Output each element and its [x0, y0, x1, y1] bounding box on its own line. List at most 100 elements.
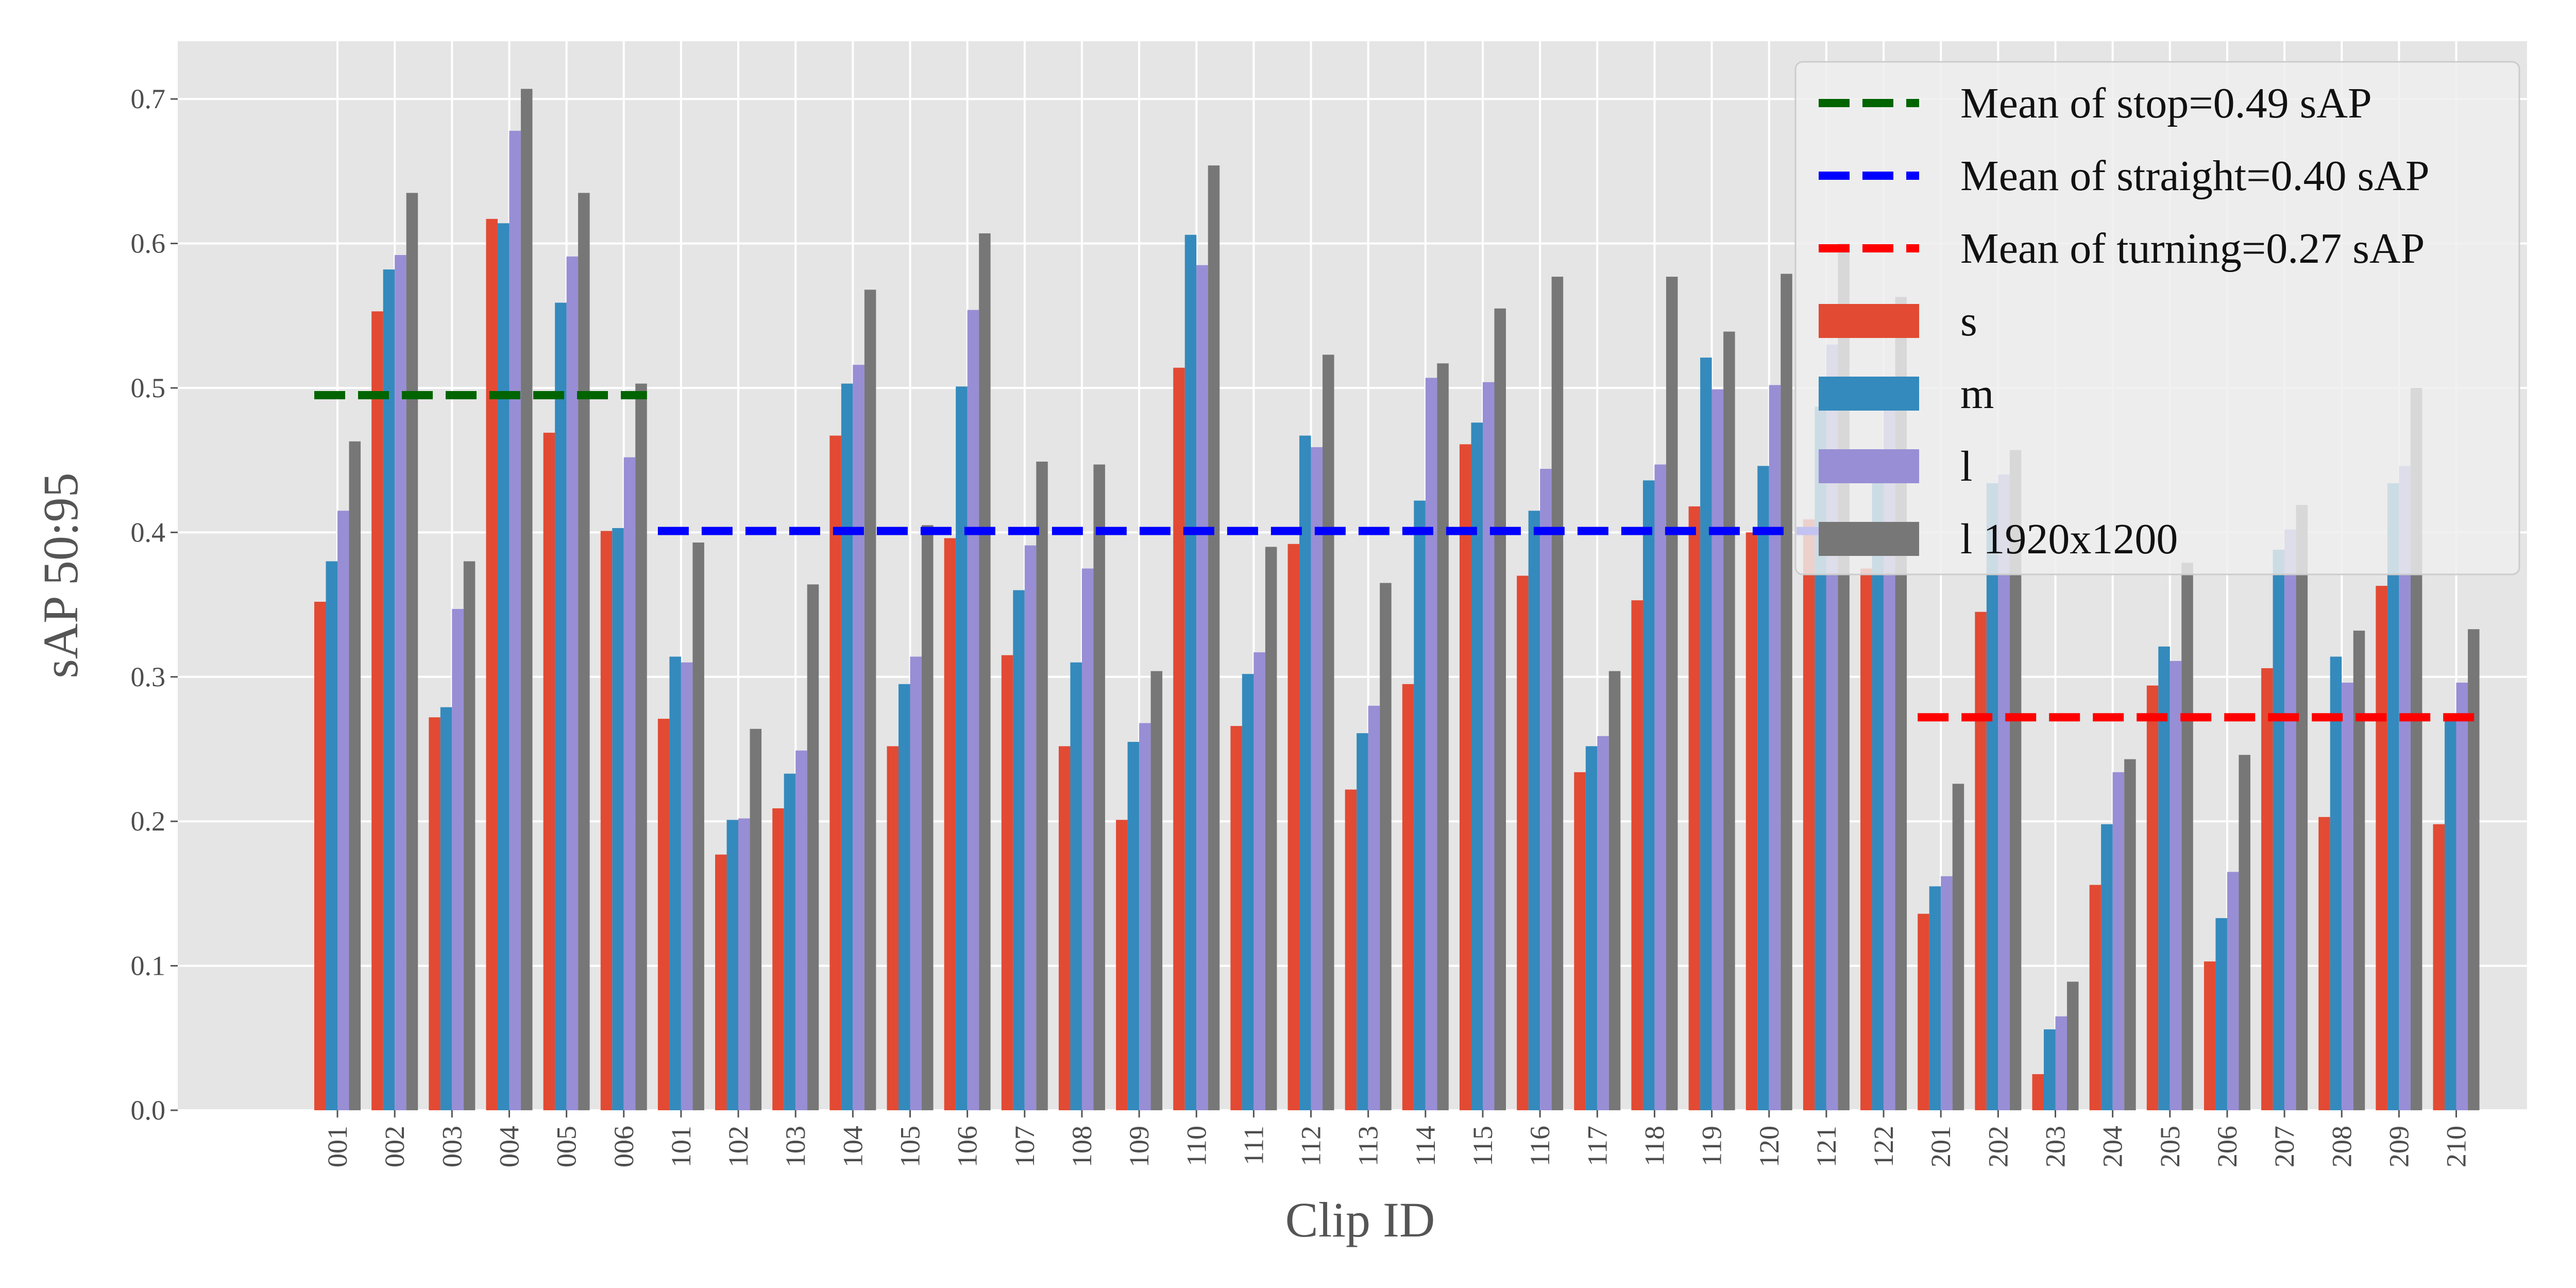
bar-s-111	[1230, 726, 1242, 1110]
legend-label: l 1920x1200	[1960, 515, 2178, 563]
bar-l-109	[1139, 723, 1151, 1110]
bar-s-114	[1402, 684, 1414, 1110]
bar-m-121	[1815, 406, 1826, 1110]
bar-l-1920x1200-105	[922, 525, 934, 1110]
bar-s-109	[1116, 820, 1128, 1110]
bar-l-1920x1200-201	[1952, 784, 1964, 1110]
bar-m-111	[1242, 674, 1254, 1110]
bar-l-204	[2112, 772, 2125, 1110]
bar-l-1920x1200-104	[864, 290, 876, 1110]
bar-l-210	[2456, 683, 2468, 1110]
bar-m-118	[1642, 480, 1655, 1111]
bar-l-1920x1200-115	[1494, 308, 1506, 1110]
y-tick-label: 0.7	[131, 83, 166, 114]
legend-label: s	[1960, 297, 1977, 345]
bar-l-105	[910, 656, 922, 1110]
bar-l-114	[1425, 378, 1437, 1110]
bar-s-115	[1460, 444, 1471, 1110]
bar-l-205	[2170, 660, 2182, 1110]
bar-l-107	[1024, 545, 1037, 1110]
bar-l-201	[1941, 876, 1953, 1110]
bar-s-203	[2032, 1074, 2044, 1110]
bar-m-006	[612, 528, 624, 1110]
bar-m-104	[841, 383, 853, 1110]
bar-s-121	[1803, 519, 1815, 1111]
bar-m-102	[726, 820, 739, 1110]
x-tick-labels: 001 002 003 004 005 006 101 102 103 104 105 106 107 1…	[322, 1110, 2472, 1167]
bar-s-002	[371, 311, 383, 1110]
x-tick-label: 003	[436, 1126, 467, 1167]
bar-m-210	[2445, 720, 2456, 1110]
x-tick-label: 006	[608, 1126, 639, 1167]
bar-m-120	[1757, 466, 1769, 1111]
bar-s-210	[2433, 824, 2445, 1110]
bar-s-006	[600, 531, 613, 1110]
bar-m-003	[440, 707, 452, 1110]
bar-l-1920x1200-106	[979, 233, 991, 1110]
bar-l-206	[2227, 872, 2239, 1110]
bar-l-202	[1998, 474, 2010, 1110]
bar-l-003	[452, 608, 464, 1110]
bar-m-110	[1184, 234, 1197, 1110]
bar-m-002	[383, 269, 395, 1110]
bar-l-1920x1200-108	[1093, 464, 1105, 1110]
legend-label: Mean of straight=0.40 sAP	[1960, 152, 2430, 200]
x-tick-label: 208	[2326, 1126, 2357, 1167]
bar-s-202	[1975, 612, 1987, 1110]
bar-m-115	[1471, 422, 1483, 1110]
bar-l-104	[853, 365, 865, 1110]
bar-s-209	[2376, 586, 2387, 1110]
bar-s-117	[1574, 772, 1586, 1110]
bar-s-122	[1860, 568, 1872, 1110]
bar-s-106	[944, 538, 956, 1110]
bar-l-207	[2284, 529, 2296, 1110]
y-tick-label: 0.1	[131, 951, 166, 981]
bar-l-1920x1200-210	[2468, 629, 2480, 1110]
bar-l-1920x1200-202	[2009, 450, 2022, 1110]
x-tick-label: 108	[1066, 1126, 1097, 1167]
bar-l-1920x1200-103	[807, 584, 819, 1110]
bar-l-203	[2055, 1016, 2067, 1110]
bar-l-1920x1200-110	[1208, 165, 1220, 1110]
x-tick-label: 118	[1639, 1126, 1670, 1166]
bar-l-110	[1196, 265, 1208, 1110]
y-tick-label: 0.0	[131, 1095, 166, 1126]
legend-swatch	[1819, 304, 1919, 338]
bar-m-106	[956, 386, 968, 1110]
bar-l-1920x1200-102	[750, 728, 762, 1110]
bar-m-206	[2215, 918, 2227, 1110]
x-tick-label: 105	[895, 1126, 926, 1167]
x-tick-label: 204	[2097, 1126, 2128, 1167]
bar-s-206	[2204, 961, 2216, 1110]
bar-l-1920x1200-113	[1380, 583, 1392, 1110]
bar-m-119	[1700, 358, 1712, 1110]
x-tick-label: 115	[1467, 1126, 1498, 1166]
x-tick-label: 109	[1124, 1126, 1155, 1167]
bar-m-208	[2330, 656, 2342, 1110]
x-tick-label: 004	[494, 1126, 524, 1167]
bar-m-107	[1013, 590, 1025, 1110]
y-tick-label: 0.3	[131, 662, 166, 692]
bar-m-114	[1414, 500, 1426, 1110]
bar-m-004	[497, 223, 510, 1111]
legend-label: m	[1960, 370, 1994, 418]
x-tick-label: 104	[837, 1126, 868, 1167]
bar-l-1920x1200-001	[349, 441, 361, 1111]
legend-swatch	[1819, 377, 1919, 411]
y-tick-label: 0.5	[131, 372, 166, 403]
x-tick-label: 113	[1353, 1126, 1384, 1166]
x-tick-label: 203	[2040, 1126, 2071, 1167]
bar-s-112	[1287, 544, 1300, 1110]
bar-s-110	[1173, 367, 1185, 1110]
bar-l-1920x1200-206	[2239, 755, 2250, 1110]
bar-l-1920x1200-107	[1036, 461, 1048, 1110]
x-tick-label: 002	[379, 1126, 410, 1167]
bar-l-120	[1769, 385, 1781, 1110]
bar-l-1920x1200-112	[1323, 354, 1334, 1110]
y-tick-label: 0.4	[131, 517, 166, 548]
bar-s-101	[657, 719, 670, 1110]
mean-lines	[314, 391, 2480, 722]
bar-l-001	[337, 511, 349, 1110]
x-tick-label: 106	[952, 1126, 983, 1167]
bar-l-1920x1200-006	[635, 383, 647, 1110]
